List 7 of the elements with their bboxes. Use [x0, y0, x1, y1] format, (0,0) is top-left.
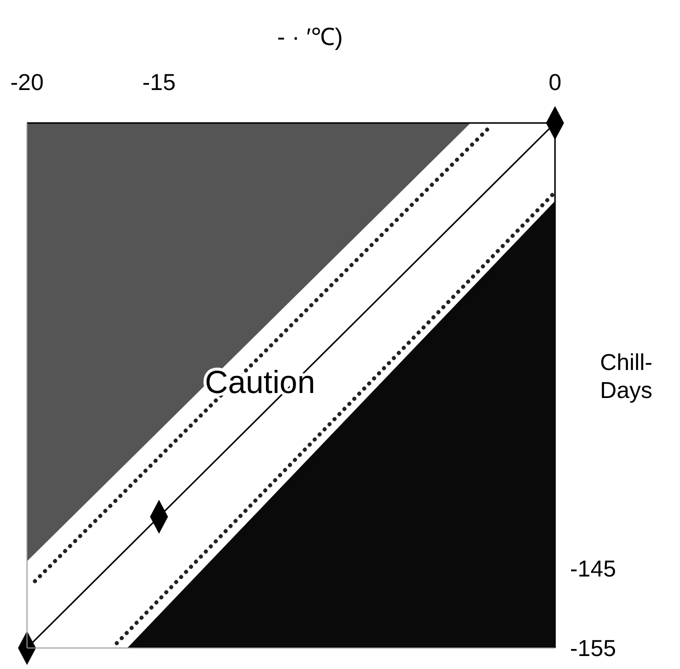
- y-tick-label: -145: [570, 555, 616, 582]
- y-axis-title: Chill-Days: [600, 349, 652, 403]
- chart-title: - · ′℃): [277, 24, 343, 51]
- x-tick-label: -20: [10, 69, 44, 95]
- x-tick-label: 0: [548, 69, 562, 95]
- x-tick-label: -15: [142, 69, 176, 95]
- y-tick-label: -155: [570, 635, 616, 661]
